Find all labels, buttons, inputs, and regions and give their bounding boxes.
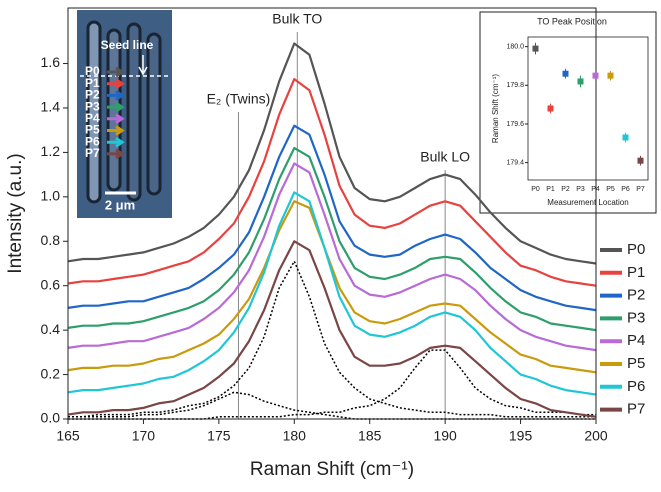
point <box>607 72 614 79</box>
seed-line-label: Seed line <box>101 38 154 52</box>
point <box>547 105 554 112</box>
x-tick-label: 195 <box>509 428 533 444</box>
series-line <box>67 78 597 287</box>
y-tick-label: 1.2 <box>41 143 61 159</box>
point <box>622 134 629 141</box>
image-feature <box>146 32 162 196</box>
point <box>592 72 599 79</box>
y-axis-label: Intensity (a.u.) <box>5 153 26 273</box>
image-arrow <box>107 136 125 148</box>
x-tick-label: 190 <box>433 428 457 444</box>
series-line <box>67 240 597 418</box>
series-line <box>67 124 597 312</box>
x-axis-label: Raman Shift (cm⁻¹) <box>250 459 414 480</box>
y-tick-label: 179.8 <box>506 82 524 89</box>
y-tick-label: 179.6 <box>506 121 524 128</box>
image-arrow <box>107 66 125 78</box>
y-axis-label: Raman Shift (cm⁻¹) <box>491 74 500 143</box>
image-arrow <box>107 78 125 89</box>
point <box>637 157 644 164</box>
x-tick-label: 170 <box>132 428 156 444</box>
y-tick-label: 1.4 <box>41 99 61 115</box>
annotation-label: Bulk LO <box>420 149 470 165</box>
fit-curve <box>68 391 596 420</box>
legend-label: P1 <box>627 264 645 281</box>
x-tick-label: P6 <box>621 186 630 193</box>
annotation-label: Bulk TO <box>272 11 322 27</box>
legend-label: P4 <box>627 332 645 349</box>
y-tick-label: 0.8 <box>41 232 61 248</box>
series-line <box>67 146 597 332</box>
y-tick-label: 179.4 <box>506 159 524 166</box>
point <box>562 70 569 77</box>
image-arrow <box>107 148 125 160</box>
y-tick-label: 0.6 <box>41 276 61 292</box>
y-tick-label: 0.0 <box>41 410 61 426</box>
x-tick-label: P3 <box>576 186 585 193</box>
legend-label: P0 <box>627 241 645 258</box>
y-tick-label: 1.0 <box>41 188 61 204</box>
x-tick-label: P2 <box>561 186 570 193</box>
x-axis-label: Measurement Location <box>547 198 628 207</box>
x-tick-label: P7 <box>636 186 645 193</box>
legend-label: P6 <box>627 378 645 395</box>
image-arrow <box>107 113 125 125</box>
image-position-label: P5 <box>85 123 100 137</box>
image-position-label: P4 <box>85 111 100 125</box>
image-arrow <box>107 125 125 136</box>
image-position-label: P3 <box>85 99 100 113</box>
x-tick-label: 185 <box>358 428 382 444</box>
main-plot: 165 170 175 180 185 190 195 200 0.0 0.2 0.4 0.6 0.8 1… <box>5 7 645 480</box>
x-tick-label: P4 <box>591 186 600 193</box>
y-tick-label: 180.0 <box>506 44 524 51</box>
legend-label: P2 <box>627 287 645 304</box>
image-position-label: P7 <box>85 146 100 160</box>
inset-frame <box>479 11 657 214</box>
plot-frame <box>67 7 597 420</box>
legend-label: P5 <box>627 355 645 372</box>
legend-label: P7 <box>627 401 645 418</box>
image-feature <box>86 20 102 204</box>
y-tick-label: 0.4 <box>41 321 61 337</box>
image-arrow <box>107 90 125 101</box>
legend-label: P3 <box>627 309 645 326</box>
x-tick-label: 200 <box>584 428 608 444</box>
inset-title: TO Peak Position <box>537 16 607 26</box>
series-line <box>67 42 597 265</box>
y-tick-label: 0.2 <box>41 365 61 381</box>
image-arrow <box>107 101 125 113</box>
point <box>577 78 584 85</box>
series-line <box>67 162 597 352</box>
x-tick-label: 165 <box>56 428 80 444</box>
annotation-label: E₂ (Twins) <box>207 91 271 107</box>
x-tick-label: P0 <box>531 186 540 193</box>
inset-plot: TO Peak Position 179.4 179.6 179.8 180.0 P0 P1… <box>491 16 649 207</box>
image-position-label: P1 <box>85 76 100 90</box>
fit-curve <box>68 349 596 420</box>
y-tick-label: 1.6 <box>41 54 61 70</box>
image-position-label: P6 <box>85 134 100 148</box>
x-tick-label: 175 <box>207 428 231 444</box>
point <box>532 45 539 52</box>
inset-plot-frame <box>527 36 649 181</box>
x-tick-label: P5 <box>606 186 615 193</box>
series-line <box>67 191 597 396</box>
series-line <box>67 200 597 374</box>
image-position-label: P2 <box>85 88 100 102</box>
fit-curve <box>68 259 596 418</box>
seed-arrow-head <box>138 66 148 76</box>
x-tick-label: P1 <box>546 186 555 193</box>
image-position-label: P0 <box>85 64 100 78</box>
scale-bar-label: 2 μm <box>105 197 135 212</box>
image-feature <box>126 22 142 202</box>
x-tick-label: 180 <box>283 428 307 444</box>
